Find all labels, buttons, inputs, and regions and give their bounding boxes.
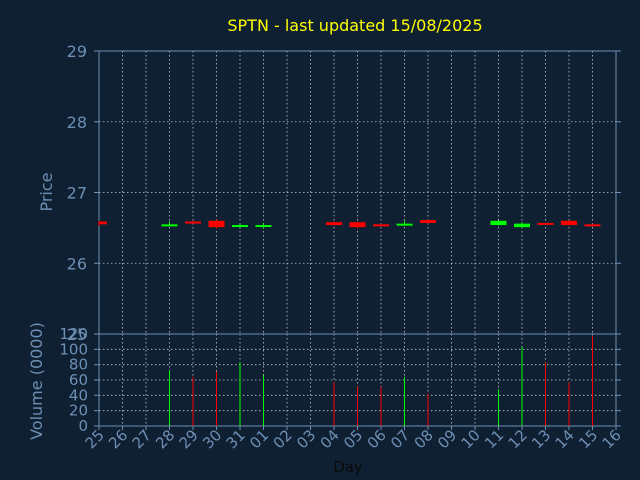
price-tick-label: 27 [67, 184, 87, 203]
volume-tick-label: 80 [69, 356, 88, 374]
candle-body [420, 220, 436, 223]
volume-tick-label: 40 [69, 386, 88, 404]
price-tick-label: 29 [67, 42, 87, 61]
candle-body [255, 225, 272, 228]
candle-body [514, 223, 530, 228]
x-axis: 2526272829303101020304050607080910111213… [82, 426, 625, 452]
volume-tick-label: 60 [69, 371, 88, 389]
candle-body [396, 223, 413, 226]
candle-body [232, 225, 248, 228]
candle-body [185, 221, 201, 224]
candle-body [490, 220, 507, 226]
volume-tick-label: 20 [69, 402, 88, 420]
price-tick-label: 25 [67, 325, 87, 344]
volume-tick-label: 100 [59, 340, 88, 358]
x-axis-label: Day [333, 458, 363, 476]
candle-body [326, 222, 342, 226]
candle-body [99, 221, 107, 225]
volume-axis-label: Volume (0000) [27, 322, 46, 440]
price-axis-label: Price [37, 172, 56, 211]
price-tick-label: 26 [67, 254, 87, 273]
candle-body [208, 220, 225, 228]
candle-body [561, 220, 577, 226]
price-tick-label: 28 [67, 113, 87, 132]
volume-tick-label: 0 [78, 417, 88, 435]
volume-tick-label: 120 [59, 325, 88, 343]
candle-body [373, 224, 389, 227]
candle-body [537, 222, 554, 225]
candle-body [584, 224, 601, 227]
chart-title: SPTN - last updated 15/08/2025 [227, 16, 482, 35]
price-panel: 25 26 27 28 29 [67, 42, 621, 344]
candle-body [349, 222, 366, 228]
candle-body [161, 224, 178, 227]
